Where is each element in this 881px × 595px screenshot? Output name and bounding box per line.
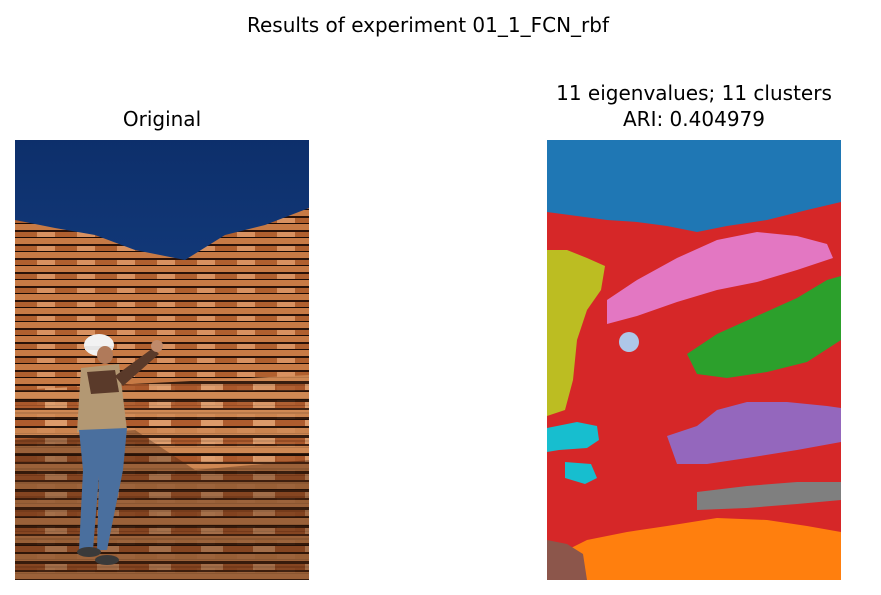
cluster-olive <box>547 250 605 416</box>
cluster-orange <box>547 518 841 580</box>
cluster-pink <box>607 232 833 324</box>
cluster-gray <box>697 482 841 510</box>
segmentation-title-ari: ARI: 0.404979 <box>622 107 765 131</box>
figure-suptitle: Results of experiment 01_1_FCN_rbf <box>246 13 609 37</box>
cluster-sky <box>547 140 841 232</box>
original-photo-svg <box>15 140 309 580</box>
worker-figure <box>77 334 163 565</box>
cluster-green <box>687 276 841 378</box>
cluster-cyan <box>547 422 599 452</box>
cluster-cyan-lower <box>565 462 597 484</box>
cluster-brown <box>547 540 587 580</box>
segmentation-map-svg <box>547 140 841 580</box>
segmentation-image <box>547 140 841 580</box>
original-image <box>15 140 309 580</box>
segmentation-panel-title: 11 eigenvalues; 11 clusters ARI: 0.40497… <box>494 80 881 132</box>
cluster-purple <box>667 402 841 464</box>
original-panel-title: Original <box>122 107 202 131</box>
segmentation-title-eigenvalues: 11 eigenvalues; 11 clusters <box>556 81 832 105</box>
cluster-lightblue <box>619 332 639 352</box>
